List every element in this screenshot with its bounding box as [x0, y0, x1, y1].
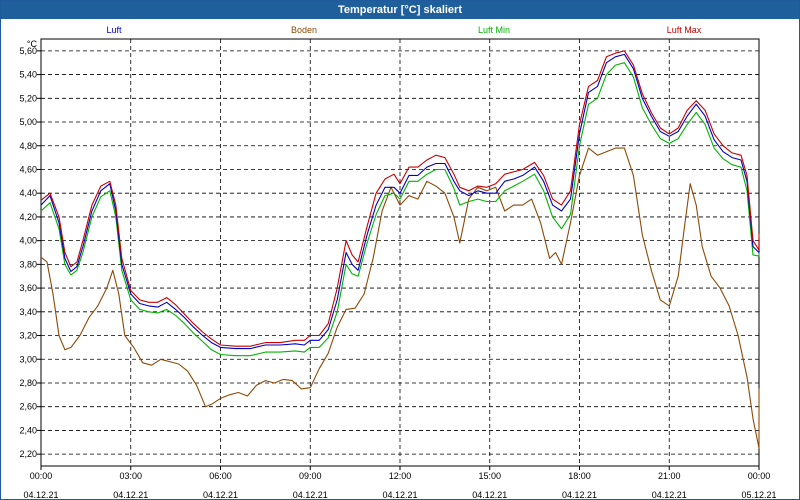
- y-tick-label: 4,80: [19, 141, 37, 151]
- x-tick-time: 00:00: [30, 471, 53, 481]
- y-axis: 5,60 5,40 5,20 5,00 4,80 4,60 4,40 4,20 4,00 3,80…: [19, 39, 41, 459]
- x-tick-date: 04.12.21: [113, 490, 148, 499]
- x-tick-date: 04.12.21: [23, 490, 58, 499]
- x-tick-time: 03:00: [119, 471, 142, 481]
- x-tick-time: 12:00: [389, 471, 412, 481]
- legend-item-boden: Boden: [291, 25, 317, 35]
- y-tick-label: 2,20: [19, 449, 37, 459]
- chart-title: Temperatur [°C] skaliert: [337, 4, 462, 16]
- y-tick-label: 3,40: [19, 307, 37, 317]
- chart-title-bar: Temperatur [°C] skaliert: [1, 1, 799, 19]
- x-tick-date: 04.12.21: [382, 490, 417, 499]
- series-line-luft-min: [40, 62, 760, 357]
- y-tick-label: 5,60: [19, 46, 37, 56]
- y-tick-label: 4,40: [19, 188, 37, 198]
- x-tick-time: 15:00: [478, 471, 501, 481]
- y-tick-label: 2,80: [19, 378, 37, 388]
- legend: Luft Boden Luft Min Luft Max: [106, 25, 701, 35]
- y-tick-label: 3,00: [19, 354, 37, 364]
- x-tick-time: 06:00: [209, 471, 232, 481]
- series-line-boden: [40, 147, 760, 449]
- y-tick-label: 5,00: [19, 117, 37, 127]
- x-tick-date: 04.12.21: [562, 490, 597, 499]
- y-axis-unit: °C: [27, 39, 38, 49]
- temperature-chart: 5,60 5,40 5,20 5,00 4,80 4,60 4,40 4,20 4,00 3,80…: [19, 25, 777, 499]
- legend-item-luft-min: Luft Min: [478, 25, 510, 35]
- x-tick-date: 04.12.21: [472, 490, 507, 499]
- series-group: [40, 50, 760, 449]
- x-tick-date: 04.12.21: [203, 490, 238, 499]
- x-tick-date: 04.12.21: [293, 490, 328, 499]
- y-tick-label: 4,00: [19, 236, 37, 246]
- y-tick-label: 3,20: [19, 331, 37, 341]
- y-tick-label: 3,80: [19, 259, 37, 269]
- legend-item-luft: Luft: [106, 25, 122, 35]
- x-tick-time: 18:00: [568, 471, 591, 481]
- x-tick-date: 04.12.21: [652, 490, 687, 499]
- legend-item-luft-max: Luft Max: [667, 25, 702, 35]
- series-line-luft-max: [40, 50, 760, 347]
- x-tick-date: 05.12.21: [741, 490, 776, 499]
- y-tick-label: 2,40: [19, 425, 37, 435]
- y-tick-label: 4,60: [19, 164, 37, 174]
- y-tick-label: 4,20: [19, 212, 37, 222]
- y-tick-label: 5,20: [19, 93, 37, 103]
- y-tick-label: 2,60: [19, 402, 37, 412]
- series-line-luft: [40, 53, 760, 350]
- x-tick-time: 00:00: [748, 471, 771, 481]
- x-axis: 00:00 04.12.21 03:00 04.12.21 06:00 04.12.21 0…: [23, 466, 777, 499]
- x-tick-time: 09:00: [299, 471, 322, 481]
- x-tick-time: 21:00: [658, 471, 681, 481]
- y-tick-label: 3,60: [19, 283, 37, 293]
- y-tick-label: 5,40: [19, 70, 37, 80]
